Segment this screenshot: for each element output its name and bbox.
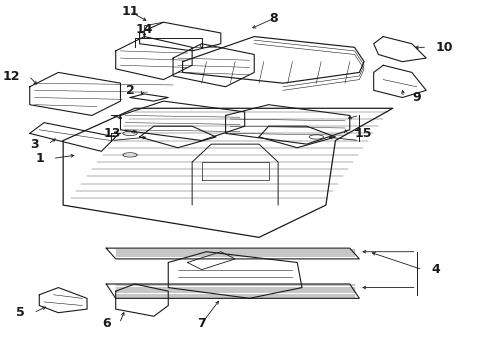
Text: 8: 8 [268,12,277,25]
Text: 2: 2 [126,84,135,97]
Text: 15: 15 [354,127,371,140]
Text: 4: 4 [430,263,439,276]
Text: 6: 6 [102,317,111,330]
Text: 14: 14 [135,23,153,36]
Text: 7: 7 [197,317,205,330]
Text: 11: 11 [121,5,139,18]
Text: 10: 10 [435,41,452,54]
Text: 1: 1 [35,152,44,165]
Text: 3: 3 [31,138,39,150]
Text: 5: 5 [16,306,25,319]
Text: 9: 9 [411,91,420,104]
Text: 13: 13 [103,127,120,140]
Text: 12: 12 [2,69,20,82]
